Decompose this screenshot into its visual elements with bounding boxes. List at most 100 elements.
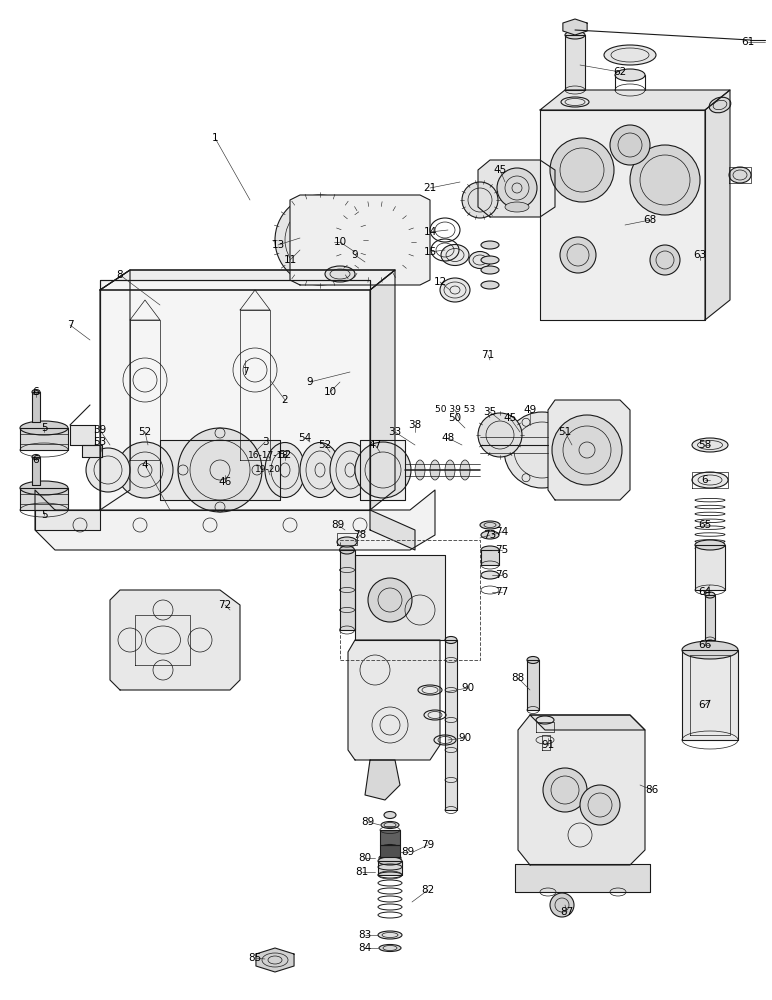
Polygon shape	[110, 590, 240, 690]
Ellipse shape	[682, 641, 738, 659]
Circle shape	[178, 428, 262, 512]
Text: 85: 85	[249, 953, 262, 963]
Text: 35: 35	[483, 407, 496, 417]
Ellipse shape	[445, 637, 457, 644]
Circle shape	[497, 168, 537, 208]
Text: 71: 71	[482, 350, 495, 360]
Polygon shape	[70, 425, 95, 445]
Polygon shape	[682, 650, 738, 740]
Ellipse shape	[480, 521, 500, 529]
Circle shape	[117, 442, 173, 498]
Polygon shape	[82, 445, 102, 457]
Ellipse shape	[32, 389, 40, 394]
Text: 4: 4	[142, 460, 148, 470]
Text: 64: 64	[699, 587, 712, 597]
Ellipse shape	[536, 716, 554, 724]
Ellipse shape	[481, 266, 499, 274]
Text: 50: 50	[449, 413, 462, 423]
Text: 6: 6	[32, 387, 39, 397]
Circle shape	[355, 442, 411, 498]
Text: 83: 83	[358, 930, 371, 940]
Polygon shape	[35, 510, 100, 530]
Ellipse shape	[379, 854, 401, 862]
Polygon shape	[360, 440, 405, 500]
Text: 68: 68	[643, 215, 657, 225]
Polygon shape	[355, 555, 445, 640]
Ellipse shape	[565, 31, 585, 39]
Text: 15: 15	[423, 247, 437, 257]
Ellipse shape	[300, 442, 340, 497]
Text: 74: 74	[496, 527, 509, 537]
Text: 48: 48	[442, 433, 455, 443]
Polygon shape	[290, 195, 430, 285]
Polygon shape	[35, 490, 435, 550]
Text: 2: 2	[282, 395, 288, 405]
Text: 61: 61	[741, 37, 754, 47]
Text: 89: 89	[401, 847, 415, 857]
Text: 9: 9	[352, 250, 358, 260]
Polygon shape	[100, 270, 395, 290]
Text: 9: 9	[306, 377, 313, 387]
Ellipse shape	[460, 460, 470, 480]
Polygon shape	[340, 550, 355, 630]
Text: 19-20: 19-20	[255, 466, 281, 475]
Circle shape	[462, 182, 498, 218]
Text: 67: 67	[699, 700, 712, 710]
Ellipse shape	[378, 931, 402, 939]
Ellipse shape	[415, 460, 425, 480]
Ellipse shape	[20, 421, 68, 435]
Text: 21: 21	[423, 183, 437, 193]
Polygon shape	[695, 545, 725, 590]
Text: 14: 14	[423, 227, 437, 237]
Circle shape	[550, 138, 614, 202]
Ellipse shape	[692, 472, 728, 488]
Ellipse shape	[340, 546, 354, 554]
Ellipse shape	[325, 266, 355, 282]
Polygon shape	[100, 270, 395, 290]
Ellipse shape	[481, 531, 499, 539]
Text: 54: 54	[298, 433, 312, 443]
Text: 45: 45	[493, 165, 506, 175]
Polygon shape	[370, 270, 395, 510]
Text: 11: 11	[283, 255, 296, 265]
Ellipse shape	[481, 571, 499, 579]
Ellipse shape	[561, 97, 589, 107]
Polygon shape	[256, 948, 294, 972]
Polygon shape	[370, 510, 415, 550]
Ellipse shape	[440, 278, 470, 302]
Text: 6: 6	[702, 475, 709, 485]
Text: 78: 78	[354, 530, 367, 540]
Text: 90: 90	[462, 683, 475, 693]
Text: 8: 8	[117, 270, 124, 280]
Circle shape	[275, 195, 365, 285]
Ellipse shape	[695, 540, 725, 550]
Polygon shape	[100, 270, 130, 510]
Polygon shape	[100, 280, 370, 510]
Polygon shape	[540, 110, 705, 320]
Text: 82: 82	[422, 885, 435, 895]
Circle shape	[630, 145, 700, 215]
Ellipse shape	[469, 251, 491, 268]
Ellipse shape	[445, 460, 455, 480]
Text: 7: 7	[66, 320, 73, 330]
Ellipse shape	[481, 241, 499, 249]
Ellipse shape	[265, 442, 305, 497]
Text: 91: 91	[541, 740, 554, 750]
Text: 33: 33	[388, 427, 401, 437]
Ellipse shape	[381, 822, 399, 828]
Polygon shape	[365, 760, 400, 800]
Ellipse shape	[384, 812, 396, 818]
Ellipse shape	[615, 69, 645, 81]
Text: 66: 66	[699, 640, 712, 650]
Ellipse shape	[330, 442, 370, 497]
Polygon shape	[380, 845, 400, 857]
Text: 5: 5	[41, 510, 47, 520]
Ellipse shape	[729, 167, 751, 183]
Text: 76: 76	[496, 570, 509, 580]
Ellipse shape	[692, 438, 728, 452]
Ellipse shape	[505, 202, 529, 212]
Circle shape	[550, 893, 574, 917]
Text: 73: 73	[483, 530, 496, 540]
Text: 72: 72	[218, 600, 232, 610]
Text: 52: 52	[138, 427, 151, 437]
